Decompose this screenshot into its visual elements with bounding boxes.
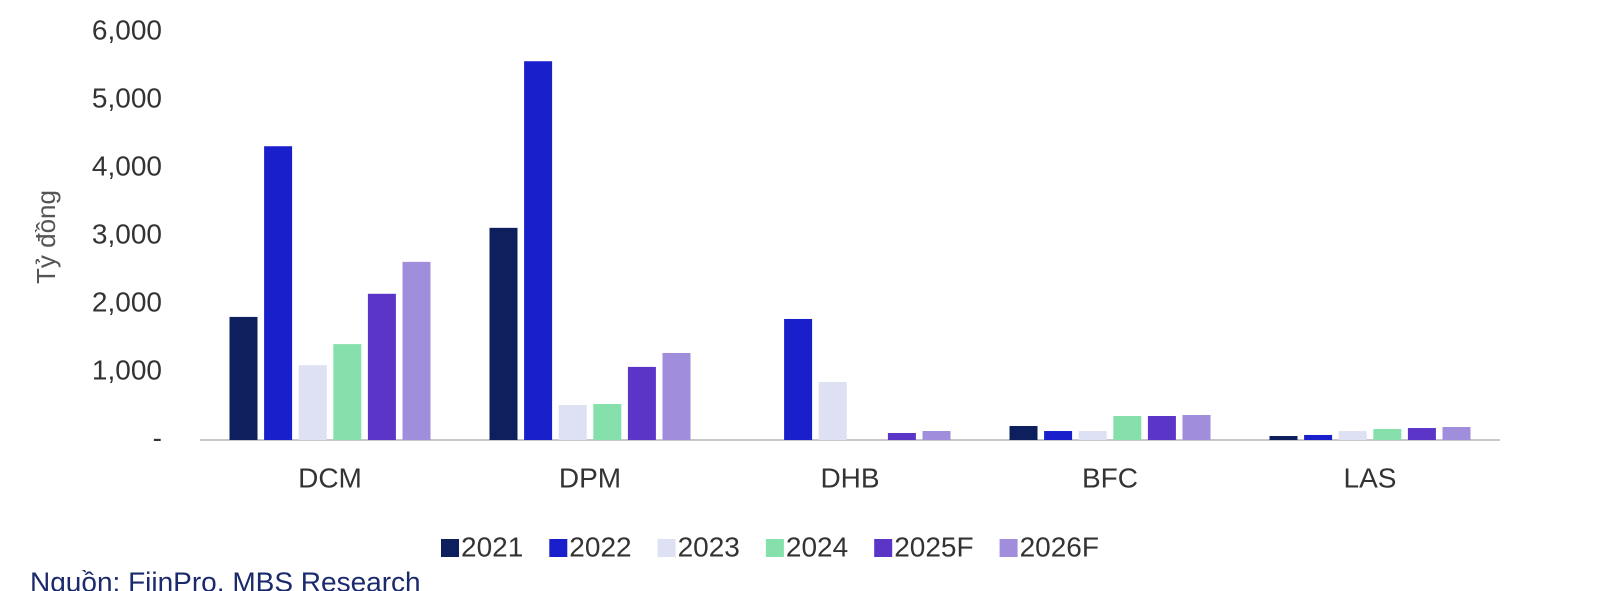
bar — [1373, 428, 1402, 440]
legend-label: 2024 — [786, 531, 848, 562]
y-tick-label: 6,000 — [92, 14, 162, 45]
bar — [1269, 435, 1298, 440]
y-tick-label: 5,000 — [92, 82, 162, 113]
bar — [1442, 427, 1471, 440]
x-tick-label: DCM — [298, 462, 362, 493]
legend-label: 2025F — [894, 531, 973, 562]
x-tick-label: DPM — [559, 462, 621, 493]
bar — [887, 432, 916, 440]
bar — [402, 261, 431, 440]
x-tick-label: BFC — [1082, 462, 1138, 493]
legend-swatch — [441, 539, 459, 557]
bar — [264, 146, 293, 441]
y-tick-label: 4,000 — [92, 150, 162, 181]
bar — [662, 352, 691, 440]
bar — [367, 293, 396, 440]
bar — [627, 366, 656, 440]
legend-swatch — [765, 539, 784, 557]
bar — [1407, 428, 1436, 440]
legend-swatch — [999, 539, 1018, 557]
x-tick-label: LAS — [1344, 462, 1397, 493]
legend-swatch — [874, 539, 893, 557]
x-tick-label: DHB — [820, 462, 879, 493]
bar — [229, 316, 258, 440]
y-axis-label: Tỷ đồng — [31, 190, 61, 284]
bar — [333, 344, 362, 440]
legend-label: 2021 — [461, 531, 523, 562]
y-tick-label: 1,000 — [92, 354, 162, 385]
y-tick-label: - — [153, 422, 162, 453]
bar — [1009, 425, 1038, 440]
bar — [1147, 415, 1176, 440]
legend-label: 2023 — [678, 531, 740, 562]
bar — [784, 318, 813, 440]
bar — [489, 227, 518, 440]
bar — [1304, 434, 1333, 440]
y-tick-label: 2,000 — [92, 286, 162, 317]
bar — [1044, 431, 1073, 440]
bar — [1338, 431, 1367, 440]
y-tick-label: 3,000 — [92, 218, 162, 249]
bar — [818, 381, 847, 440]
bar — [298, 365, 327, 440]
bar — [558, 404, 587, 440]
bar — [1182, 414, 1211, 440]
bar — [1113, 415, 1142, 440]
legend-swatch — [657, 539, 676, 557]
bar — [1078, 431, 1107, 440]
source-note: Nguồn: FiinPro, MBS Research — [30, 566, 421, 591]
bar — [524, 61, 553, 441]
bar — [922, 431, 951, 440]
bar — [593, 403, 622, 440]
legend-swatch — [549, 539, 568, 557]
legend-label: 2026F — [1020, 531, 1099, 562]
legend-label: 2022 — [569, 531, 631, 562]
